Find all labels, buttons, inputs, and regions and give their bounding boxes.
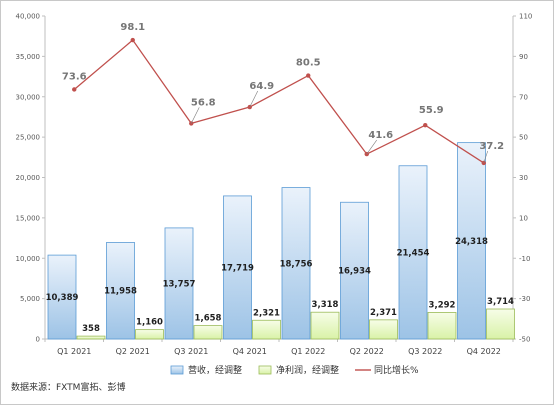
growth-point xyxy=(72,87,77,92)
growth-leader-line xyxy=(483,150,489,164)
profit-bar xyxy=(135,329,164,340)
revenue-data-label: 11,958 xyxy=(104,287,137,297)
revenue-bar xyxy=(164,227,194,340)
profit-data-label: 1,658 xyxy=(195,314,222,324)
left-tick-label: 35,000 xyxy=(16,53,41,61)
growth-point xyxy=(130,37,135,43)
profit-data-label: 2,321 xyxy=(253,308,280,318)
revenue-data-label: 21,454 xyxy=(397,248,430,258)
left-tick-label: 0 xyxy=(36,336,40,344)
growth-data-label: 64.9 xyxy=(249,81,274,92)
growth-point xyxy=(189,121,194,126)
x-tick-label: Q2 2021 xyxy=(116,347,150,356)
growth-data-label: 80.5 xyxy=(296,58,321,69)
x-tick-label: Q4 2021 xyxy=(233,347,267,356)
profit-bar xyxy=(252,319,281,340)
right-tick-label: -50 xyxy=(519,336,530,344)
left-tick-label: 10,000 xyxy=(16,255,41,263)
right-tick-label: 50 xyxy=(519,134,528,142)
left-tick-label: 25,000 xyxy=(16,134,41,142)
revenue-bar xyxy=(457,142,486,340)
profit-bar xyxy=(193,325,223,340)
legend-swatch xyxy=(258,365,272,375)
revenue-data-label: 17,719 xyxy=(221,263,254,273)
revenue-bar xyxy=(281,187,311,340)
profit-bar xyxy=(310,311,340,340)
profit-data-label: 358 xyxy=(82,324,100,334)
left-tick-label: 5,000 xyxy=(20,295,40,303)
revenue-data-label: 24,318 xyxy=(455,237,488,247)
profit-data-label: 2,371 xyxy=(370,308,397,318)
profit-data-label: 3,318 xyxy=(312,300,339,310)
left-tick-label: 15,000 xyxy=(16,214,41,222)
profit-bar xyxy=(427,312,457,340)
revenue-data-label: 18,756 xyxy=(280,259,313,269)
growth-leader-line xyxy=(249,90,259,108)
profit-data-label: 1,160 xyxy=(136,318,163,328)
growth-leader-line xyxy=(366,139,377,155)
revenue-bar xyxy=(340,201,369,340)
profit-bar xyxy=(369,319,398,340)
legend-label: 营收，经调整 xyxy=(188,364,242,376)
revenue-data-label: 16,934 xyxy=(338,267,371,277)
left-tick-label: 30,000 xyxy=(16,93,41,101)
x-tick-label: Q1 2021 xyxy=(57,347,91,356)
right-tick-label: 10 xyxy=(519,214,528,222)
growth-leader-line xyxy=(190,107,200,124)
growth-data-label: 56.8 xyxy=(191,97,216,108)
profit-data-label: 3,714 xyxy=(487,297,514,307)
profit-bar xyxy=(486,308,515,340)
revenue-data-label: 13,757 xyxy=(163,279,196,289)
right-tick-label: 70 xyxy=(519,93,528,101)
growth-data-label: 55.9 xyxy=(419,105,444,116)
right-tick-label: 30 xyxy=(519,174,528,182)
growth-data-label: 41.6 xyxy=(368,130,393,141)
right-tick-label: 90 xyxy=(519,53,528,61)
source-note: 数据来源：FXTM富拓、彭博 xyxy=(11,383,126,393)
revenue-bar xyxy=(47,254,77,340)
revenue-bar xyxy=(106,242,135,340)
growth-point xyxy=(423,123,428,128)
left-tick-label: 20,000 xyxy=(16,174,41,182)
growth-point xyxy=(306,73,311,78)
left-tick-label: 40,000 xyxy=(16,13,41,21)
growth-data-label: 98.1 xyxy=(120,22,145,33)
revenue-data-label: 10,389 xyxy=(46,293,79,303)
profit-bar xyxy=(76,335,106,340)
right-tick-label: -10 xyxy=(519,255,530,263)
legend-label: 净利润，经调整 xyxy=(276,364,339,376)
legend-label: 同比增长% xyxy=(374,364,419,376)
x-tick-label: Q1 2022 xyxy=(291,347,325,356)
revenue-bar xyxy=(398,165,428,340)
x-tick-label: Q3 2021 xyxy=(174,347,208,356)
x-tick-label: Q3 2022 xyxy=(408,347,442,356)
right-tick-label: -30 xyxy=(519,295,530,303)
legend-swatch xyxy=(170,365,184,375)
x-tick-label: Q4 2022 xyxy=(467,347,501,356)
growth-data-label: 37.2 xyxy=(479,141,504,152)
growth-data-label: 73.6 xyxy=(62,71,87,82)
revenue-bar xyxy=(223,195,252,340)
profit-data-label: 3,292 xyxy=(429,300,456,310)
x-tick-label: Q2 2022 xyxy=(350,347,384,356)
right-tick-label: 110 xyxy=(519,13,532,21)
growth-line xyxy=(73,39,485,164)
